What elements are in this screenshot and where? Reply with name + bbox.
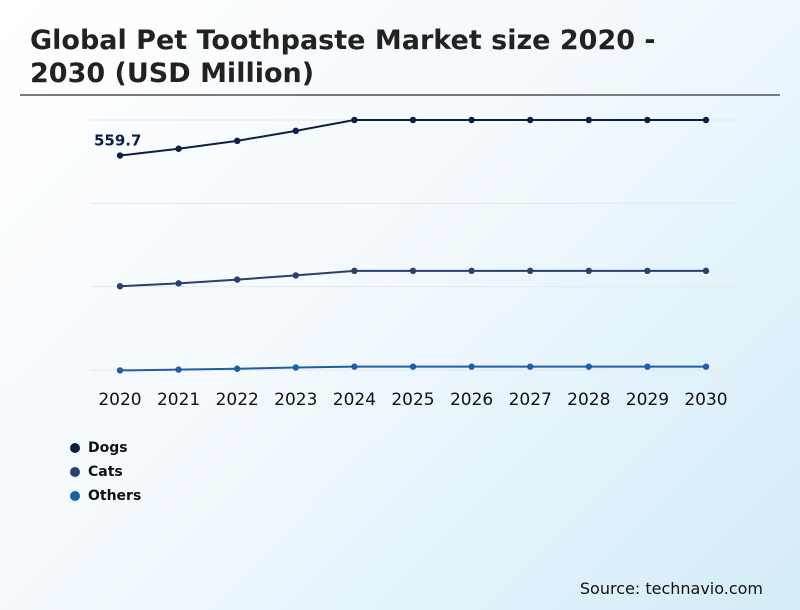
data-point-others-2030 xyxy=(702,363,710,370)
legend-item-others: Others xyxy=(70,484,141,508)
legend-label-cats: Cats xyxy=(88,464,123,480)
series-lines xyxy=(116,116,710,374)
data-label-dogs-2020: 559.7 xyxy=(94,132,141,150)
x-tick-label-2020: 2020 xyxy=(98,390,141,410)
data-point-cats-2025 xyxy=(409,267,417,275)
series-line-dogs xyxy=(119,119,706,157)
legend-label-others: Others xyxy=(88,488,142,504)
x-tick-label-2029: 2029 xyxy=(626,390,669,410)
x-tick-label-2026: 2026 xyxy=(450,390,493,410)
data-point-others-2024 xyxy=(351,363,358,370)
x-tick-label-2023: 2023 xyxy=(274,390,317,410)
x-tick-label-2022: 2022 xyxy=(216,390,259,410)
data-point-dogs-2023 xyxy=(292,127,299,135)
data-point-dogs-2020 xyxy=(116,152,124,159)
data-point-cats-2021 xyxy=(175,280,182,287)
legend-label-dogs: Dogs xyxy=(88,440,128,456)
legend-item-cats: Cats xyxy=(70,460,141,484)
x-tick-label-2030: 2030 xyxy=(684,390,727,410)
annotations: 559.7 xyxy=(94,132,141,150)
data-point-dogs-2026 xyxy=(468,116,475,124)
legend: Dogs Cats Others xyxy=(70,436,141,508)
data-point-dogs-2027 xyxy=(527,116,534,124)
x-axis-ticks: 2020 2021 2022 2023 2024 2025 2026 2027 2028 2029… xyxy=(98,390,727,410)
data-point-dogs-2021 xyxy=(175,145,182,152)
data-point-cats-2030 xyxy=(702,267,710,275)
data-point-dogs-2028 xyxy=(585,116,592,124)
data-point-others-2023 xyxy=(292,364,299,371)
x-tick-label-2028: 2028 xyxy=(567,390,610,410)
data-point-dogs-2022 xyxy=(234,137,241,145)
data-point-dogs-2024 xyxy=(351,116,358,124)
data-point-cats-2023 xyxy=(292,272,299,279)
data-point-dogs-2029 xyxy=(644,116,651,124)
data-point-cats-2027 xyxy=(527,267,534,275)
data-point-others-2027 xyxy=(527,363,534,370)
data-point-cats-2026 xyxy=(468,267,475,275)
data-point-dogs-2030 xyxy=(702,116,710,124)
legend-marker-dogs xyxy=(70,443,80,453)
source-note: Source: technavio.com xyxy=(579,579,763,598)
legend-marker-others xyxy=(70,491,80,501)
data-point-others-2020 xyxy=(116,367,124,374)
grid-lines xyxy=(90,119,736,371)
chart-title: Global Pet Toothpaste Market size 2020 -… xyxy=(30,25,656,89)
title-divider xyxy=(20,94,780,96)
x-tick-label-2021: 2021 xyxy=(157,390,200,410)
data-point-others-2021 xyxy=(175,366,182,373)
legend-marker-cats xyxy=(70,467,80,477)
data-point-cats-2028 xyxy=(585,267,592,275)
x-tick-label-2024: 2024 xyxy=(333,390,376,410)
data-point-others-2026 xyxy=(468,363,475,370)
data-point-others-2029 xyxy=(644,363,651,370)
data-point-others-2022 xyxy=(234,365,241,372)
data-point-cats-2020 xyxy=(116,283,124,290)
data-point-others-2028 xyxy=(585,363,592,370)
data-point-cats-2029 xyxy=(644,267,651,275)
x-tick-label-2025: 2025 xyxy=(391,390,434,410)
line-chart: 2020 2021 2022 2023 2024 2025 2026 2027 2028 2029… xyxy=(90,116,736,410)
x-tick-label-2027: 2027 xyxy=(509,390,552,410)
data-point-cats-2024 xyxy=(351,267,358,275)
data-point-cats-2022 xyxy=(234,276,241,283)
legend-item-dogs: Dogs xyxy=(70,436,141,460)
data-point-dogs-2025 xyxy=(409,116,417,124)
data-point-others-2025 xyxy=(409,363,417,370)
